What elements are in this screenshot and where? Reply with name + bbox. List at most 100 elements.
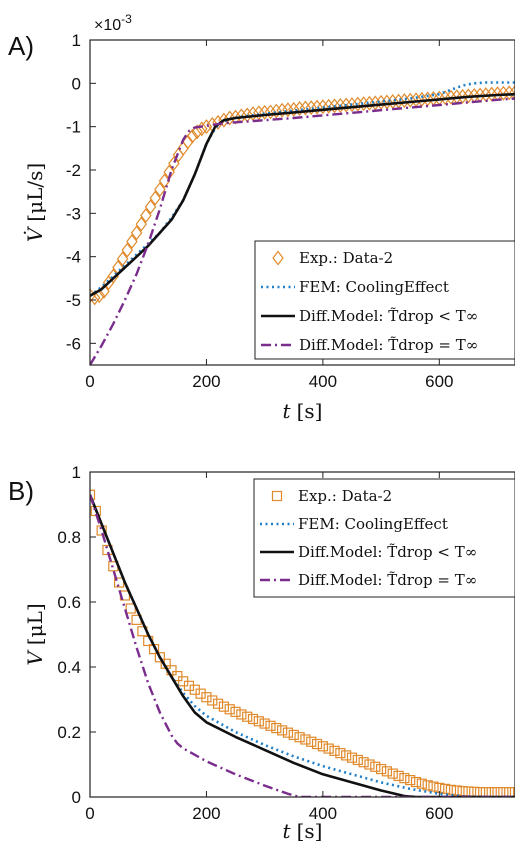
data-point xyxy=(322,98,335,114)
data-point xyxy=(485,86,498,102)
legend-label: FEM: CoolingEffect xyxy=(298,515,448,533)
data-point xyxy=(126,234,138,249)
data-point xyxy=(334,97,347,113)
data-point xyxy=(265,720,276,731)
data-point xyxy=(229,109,242,125)
legend-box xyxy=(253,478,515,598)
data-point xyxy=(282,727,294,738)
data-point xyxy=(201,692,212,703)
data-point xyxy=(311,738,323,750)
series-line xyxy=(90,494,515,797)
y-tick-label: 1 xyxy=(72,31,81,50)
data-point xyxy=(186,128,199,144)
y-tick-label: -6 xyxy=(66,334,81,353)
data-point xyxy=(253,105,265,121)
data-point xyxy=(116,251,129,267)
data-point xyxy=(357,96,370,112)
data-point xyxy=(247,713,259,725)
data-point xyxy=(200,119,213,135)
data-point xyxy=(242,711,253,722)
data-point xyxy=(451,785,462,796)
legend-label: FEM: CoolingEffect xyxy=(299,278,449,296)
data-point xyxy=(259,718,270,729)
data-point xyxy=(405,774,416,786)
x-axis-label: t [s] xyxy=(283,399,323,423)
data-point xyxy=(323,743,334,754)
data-point xyxy=(121,242,134,258)
panel-label: A) xyxy=(8,31,34,61)
data-point xyxy=(416,778,427,789)
y-tick-label: 0.2 xyxy=(57,723,81,742)
legend-label: Diff.Model: T̃drop = T∞ xyxy=(298,571,477,589)
data-point xyxy=(196,121,208,137)
chart-panel-1: B) 0 200 400 600 1 0.8 0.6 0.4 0.2 0 t [s] V[μL] Exp.:… xyxy=(8,463,515,843)
data-point xyxy=(440,783,451,794)
series-1 xyxy=(90,494,515,797)
data-point xyxy=(154,652,165,663)
x-tick-label: 0 xyxy=(85,372,94,391)
x-tick-label: 200 xyxy=(192,372,220,391)
series-line xyxy=(90,97,515,365)
data-point xyxy=(135,216,147,232)
data-point xyxy=(335,748,346,759)
data-point xyxy=(300,734,311,745)
legend-label: Exp.: Data-2 xyxy=(299,249,393,267)
series-line xyxy=(90,494,515,797)
data-point xyxy=(207,695,218,706)
data-point xyxy=(191,124,203,140)
legend-label: Diff.Model: T̃drop < T∞ xyxy=(299,307,478,325)
legend: Exp.: Data-2 FEM: CoolingEffect Diff.Model… xyxy=(254,240,515,360)
plot-frame xyxy=(89,39,515,366)
data-point xyxy=(504,787,515,797)
data-point xyxy=(375,763,387,775)
data-point xyxy=(352,96,364,112)
y-tick-label: -3 xyxy=(66,204,81,223)
axis-exponent: ×10-3 xyxy=(94,12,132,34)
x-tick-label: 400 xyxy=(309,804,337,823)
data-point xyxy=(462,88,475,104)
data-point xyxy=(404,92,416,108)
y-axis-label: V̇[μL/s] xyxy=(23,163,47,242)
data-point xyxy=(410,776,422,788)
data-point xyxy=(144,199,157,215)
data-point xyxy=(503,85,515,101)
data-point xyxy=(230,706,241,717)
y-tick-label: -4 xyxy=(66,248,81,267)
plot-frame xyxy=(89,471,515,798)
x-axis-label: t [s] xyxy=(283,819,323,843)
data-point xyxy=(445,784,457,795)
x-tick-label: 200 xyxy=(192,804,220,823)
y-tick-label: -2 xyxy=(66,161,81,180)
data-point xyxy=(282,102,294,118)
data-point xyxy=(276,102,288,118)
data-point xyxy=(218,701,230,712)
y-tick-label: 1 xyxy=(72,463,81,482)
legend-label: Exp.: Data-2 xyxy=(298,487,392,505)
data-point xyxy=(306,736,317,747)
y-axis-label: V[μL] xyxy=(23,603,47,665)
data-point xyxy=(172,670,183,682)
data-point xyxy=(498,787,509,797)
legend-marker xyxy=(272,250,284,266)
data-point xyxy=(264,104,277,120)
data-point xyxy=(195,688,206,699)
y-tick-label: 0 xyxy=(72,74,81,93)
data-point xyxy=(299,100,312,116)
data-point xyxy=(277,725,288,736)
data-point xyxy=(399,773,410,784)
data-point xyxy=(474,787,486,797)
data-point xyxy=(154,182,166,197)
y-tick-label: 0.6 xyxy=(57,593,81,612)
data-point xyxy=(492,787,503,797)
y-tick-label: 0.8 xyxy=(57,528,81,547)
data-point xyxy=(352,754,363,766)
data-point xyxy=(270,103,283,119)
series-0 xyxy=(90,84,515,306)
legend-label: Diff.Model: T̃drop = T∞ xyxy=(299,336,478,354)
data-point xyxy=(149,190,161,206)
x-tick-label: 600 xyxy=(425,372,453,391)
y-tick-label: -5 xyxy=(66,291,81,310)
data-point xyxy=(456,88,469,104)
data-point xyxy=(428,781,439,792)
data-point xyxy=(90,489,96,500)
